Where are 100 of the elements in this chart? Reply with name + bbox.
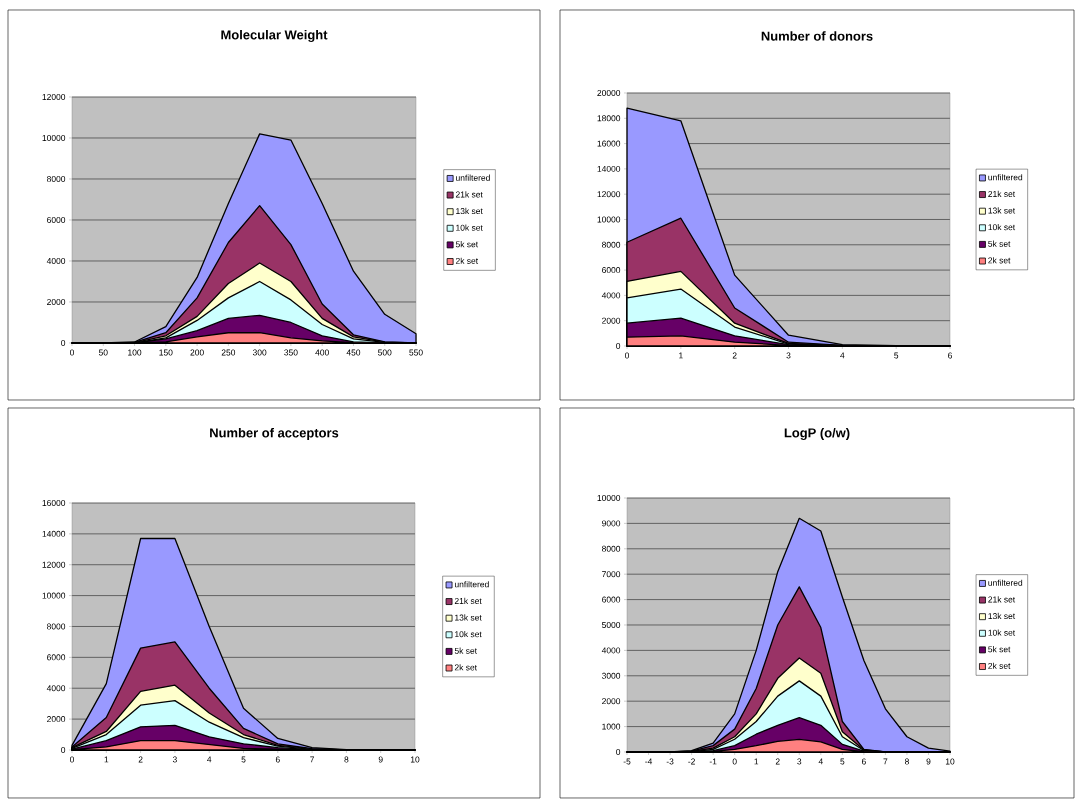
y-tick-label: 8000: [47, 623, 66, 630]
y-tick-label: 16000: [42, 499, 66, 506]
x-tick-label: 450: [346, 349, 361, 356]
y-tick-label: 4000: [601, 292, 621, 299]
legend-label: 5k set: [988, 646, 1011, 653]
y-tick-label: 20000: [597, 89, 621, 96]
y-tick-label: 8000: [602, 241, 621, 248]
y-tick-label: 9000: [602, 520, 621, 527]
y-tick-label: 6000: [47, 216, 66, 223]
x-tick-label: 100: [128, 349, 142, 356]
x-tick-label: 3: [797, 758, 802, 765]
y-tick-label: 2000: [602, 698, 621, 705]
x-tick-label: 5: [894, 352, 899, 359]
x-tick-label: 5: [241, 756, 246, 763]
legend-label: unfiltered: [456, 174, 490, 181]
x-tick-label: 10: [945, 758, 955, 765]
x-tick-label: 300: [252, 349, 267, 356]
legend-label: 13k set: [988, 207, 1016, 214]
y-tick-label: 12000: [42, 561, 66, 568]
y-tick-label: 1000: [602, 723, 621, 730]
x-tick-label: 1: [679, 352, 683, 359]
y-tick-label: 0: [61, 746, 66, 753]
legend-label: 21k set: [454, 597, 482, 604]
x-tick-label: 0: [69, 756, 75, 763]
x-tick-label: 4: [818, 758, 823, 765]
legend-label: 2k set: [988, 257, 1011, 264]
legend-label: 13k set: [456, 207, 483, 215]
x-tick-label: 3: [786, 352, 791, 359]
y-tick-label: 3000: [601, 672, 621, 679]
x-tick-label: 1: [104, 756, 109, 763]
y-tick-label: 0: [616, 748, 621, 755]
legend-label: 21k set: [988, 190, 1016, 197]
y-tick-label: 0: [61, 339, 66, 346]
legend-label: 2k set: [454, 664, 477, 671]
x-tick-label: 5: [840, 758, 845, 765]
y-tick-label: 6000: [602, 596, 621, 603]
x-tick-label: 50: [98, 349, 108, 356]
chart-title: Number of acceptors: [210, 427, 339, 441]
legend-label: unfiltered: [988, 579, 1023, 586]
x-tick-label: 7: [883, 758, 888, 765]
x-tick-label: 6: [275, 756, 280, 763]
legend-label: 13k set: [988, 612, 1016, 620]
x-tick-label: -1: [709, 758, 717, 765]
x-tick-label: 8: [904, 758, 909, 765]
y-tick-label: 4000: [46, 257, 66, 264]
x-tick-label: 200: [190, 349, 204, 356]
y-tick-label: 0: [616, 342, 621, 349]
y-tick-label: 6000: [602, 267, 621, 274]
legend-label: unfiltered: [454, 581, 489, 588]
legend-label: 2k set: [988, 662, 1011, 669]
x-tick-label: 2: [138, 756, 143, 763]
legend-label: unfiltered: [988, 174, 1023, 181]
legend-label: 5k set: [455, 241, 479, 248]
x-tick-label: -3: [666, 758, 674, 765]
y-tick-label: 2000: [47, 716, 66, 723]
y-tick-label: 6000: [47, 654, 66, 661]
legend-label: 21k set: [455, 191, 483, 198]
legend-label: 13k set: [455, 614, 482, 621]
x-tick-label: 6: [948, 352, 952, 359]
y-tick-label: 10000: [597, 216, 621, 223]
x-tick-label: -2: [688, 758, 695, 765]
x-tick-label: 6: [861, 758, 866, 765]
y-tick-label: 14000: [597, 165, 621, 172]
y-tick-label: 2000: [602, 317, 621, 324]
chart-title: LogP (o/w): [784, 427, 850, 441]
x-tick-label: 9: [926, 758, 931, 765]
x-tick-label: -5: [623, 758, 631, 765]
x-tick-label: 0: [624, 352, 630, 359]
x-tick-label: 2: [732, 352, 737, 359]
y-tick-label: 8000: [47, 175, 66, 182]
legend-label: 2k set: [455, 257, 479, 264]
legend-label: 5k set: [454, 647, 477, 654]
x-tick-label: 2: [775, 758, 780, 765]
x-tick-label: 3: [172, 756, 177, 763]
x-tick-label: 9: [378, 756, 383, 763]
x-tick-label: 4: [840, 352, 845, 359]
legend-label: 21k set: [988, 596, 1016, 603]
legend-label: 10k set: [455, 630, 482, 638]
y-tick-label: 2000: [47, 298, 66, 305]
x-tick-label: 550: [409, 349, 423, 356]
y-tick-label: 4000: [46, 685, 66, 692]
y-tick-label: 7000: [602, 571, 621, 578]
x-tick-label: -4: [645, 758, 653, 765]
y-tick-label: 10000: [42, 592, 66, 599]
y-tick-label: 18000: [597, 115, 621, 122]
y-tick-label: 14000: [42, 530, 66, 537]
legend-label: 10k set: [988, 223, 1016, 231]
x-tick-label: 0: [69, 349, 75, 356]
x-tick-label: 7: [310, 756, 315, 763]
x-tick-label: 250: [221, 349, 236, 356]
legend-label: 10k set: [988, 629, 1016, 636]
chart-title: Number of donors: [761, 31, 873, 41]
x-tick-label: 0: [732, 758, 737, 765]
x-tick-label: 350: [284, 349, 298, 356]
x-tick-label: 500: [378, 349, 392, 356]
x-tick-label: 400: [315, 349, 329, 356]
x-tick-label: 4: [207, 756, 212, 763]
x-tick-label: 8: [344, 756, 349, 763]
y-tick-label: 12000: [597, 191, 621, 198]
chart-title: Molecular Weight: [221, 29, 328, 43]
